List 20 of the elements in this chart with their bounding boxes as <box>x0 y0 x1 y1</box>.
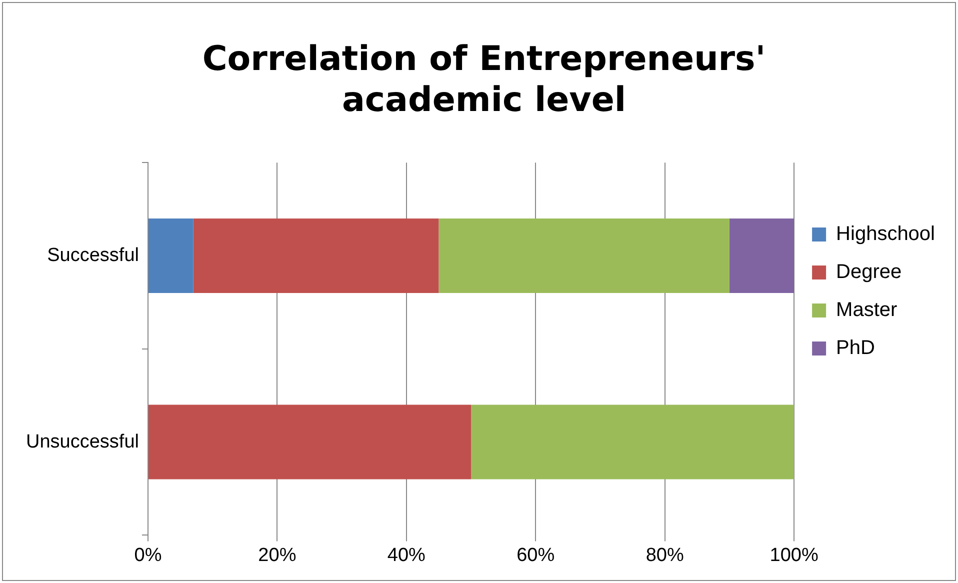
bar <box>148 218 194 294</box>
x-tick-label: 60% <box>516 544 555 566</box>
y-tick-label: Successful <box>47 244 139 266</box>
legend-label: Master <box>836 299 898 322</box>
x-tick-label: 80% <box>646 544 684 566</box>
bar <box>148 404 472 480</box>
x-tick-label: 100% <box>770 544 818 566</box>
x-tick-label: 0% <box>134 544 162 566</box>
bar <box>471 404 794 480</box>
bar <box>438 218 730 294</box>
bar <box>193 218 439 294</box>
bar <box>729 218 794 294</box>
legend-label: Degree <box>836 261 902 284</box>
text: Correlation of Entrepreneurs' <box>202 39 766 80</box>
text: academic level <box>342 80 626 120</box>
x-tick-label: 20% <box>258 544 296 566</box>
x-tick-label: 40% <box>387 544 426 566</box>
legend-label: PhD <box>836 337 875 360</box>
y-tick-label: Unsuccessful <box>26 431 139 452</box>
legend-label: Highschool <box>836 223 936 246</box>
